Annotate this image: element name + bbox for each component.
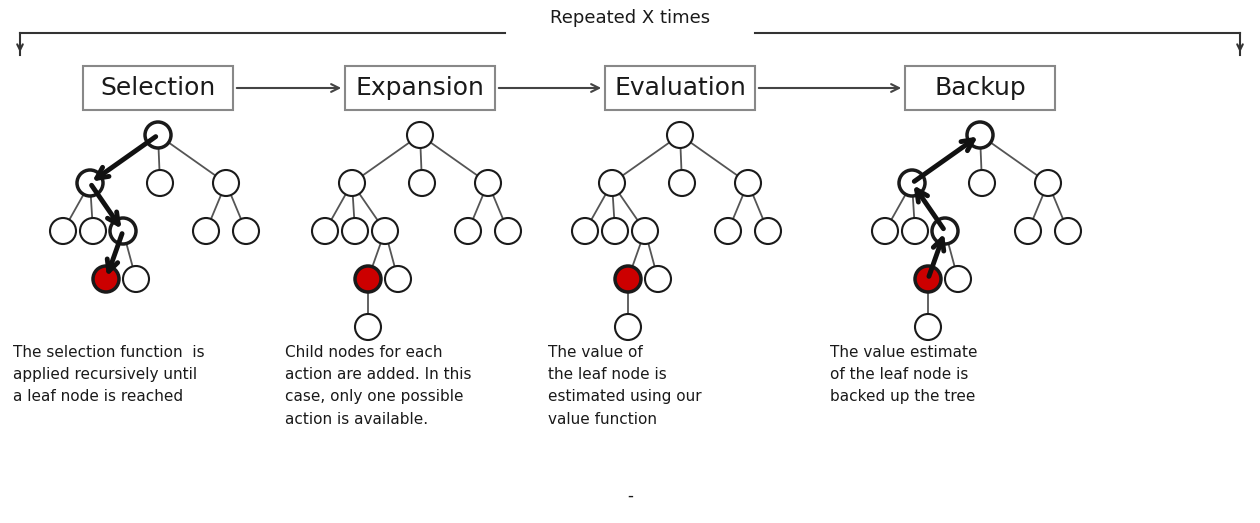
Circle shape [233, 218, 260, 244]
Circle shape [79, 218, 106, 244]
Circle shape [312, 218, 338, 244]
Circle shape [123, 266, 149, 292]
Circle shape [915, 266, 941, 292]
Circle shape [872, 218, 898, 244]
Circle shape [615, 266, 641, 292]
Text: Expansion: Expansion [355, 76, 484, 100]
Circle shape [110, 218, 136, 244]
Circle shape [410, 170, 435, 196]
Circle shape [602, 218, 627, 244]
FancyBboxPatch shape [605, 66, 755, 110]
Circle shape [339, 170, 365, 196]
Circle shape [572, 218, 598, 244]
Text: -: - [627, 487, 633, 505]
Text: Selection: Selection [101, 76, 215, 100]
Text: The value of
the leaf node is
estimated using our
value function: The value of the leaf node is estimated … [548, 345, 702, 427]
Circle shape [645, 266, 672, 292]
Circle shape [735, 170, 761, 196]
Circle shape [372, 218, 398, 244]
Circle shape [193, 218, 219, 244]
Circle shape [93, 266, 118, 292]
Circle shape [341, 218, 368, 244]
Circle shape [969, 170, 995, 196]
Text: Child nodes for each
action are added. In this
case, only one possible
action is: Child nodes for each action are added. I… [285, 345, 471, 427]
Circle shape [355, 266, 381, 292]
FancyBboxPatch shape [905, 66, 1055, 110]
Circle shape [145, 122, 171, 148]
Circle shape [902, 218, 929, 244]
Circle shape [945, 266, 971, 292]
FancyBboxPatch shape [83, 66, 233, 110]
Text: Backup: Backup [934, 76, 1026, 100]
Circle shape [50, 218, 76, 244]
Circle shape [932, 218, 958, 244]
Circle shape [615, 314, 641, 340]
Circle shape [455, 218, 481, 244]
Circle shape [77, 170, 103, 196]
Circle shape [213, 170, 239, 196]
Circle shape [475, 170, 501, 196]
Text: The value estimate
of the leaf node is
backed up the tree: The value estimate of the leaf node is b… [830, 345, 978, 404]
Circle shape [407, 122, 433, 148]
Circle shape [755, 218, 781, 244]
Circle shape [714, 218, 741, 244]
Circle shape [1034, 170, 1061, 196]
Circle shape [669, 170, 696, 196]
Circle shape [386, 266, 411, 292]
Circle shape [915, 314, 941, 340]
Circle shape [633, 218, 658, 244]
Circle shape [667, 122, 693, 148]
Circle shape [966, 122, 993, 148]
Circle shape [1055, 218, 1081, 244]
Circle shape [598, 170, 625, 196]
Text: The selection function  is
applied recursively until
a leaf node is reached: The selection function is applied recurs… [13, 345, 204, 404]
Text: Repeated X times: Repeated X times [549, 9, 711, 27]
Circle shape [1016, 218, 1041, 244]
Circle shape [355, 314, 381, 340]
Circle shape [898, 170, 925, 196]
Circle shape [495, 218, 520, 244]
Text: Evaluation: Evaluation [614, 76, 746, 100]
Circle shape [147, 170, 173, 196]
FancyBboxPatch shape [345, 66, 495, 110]
